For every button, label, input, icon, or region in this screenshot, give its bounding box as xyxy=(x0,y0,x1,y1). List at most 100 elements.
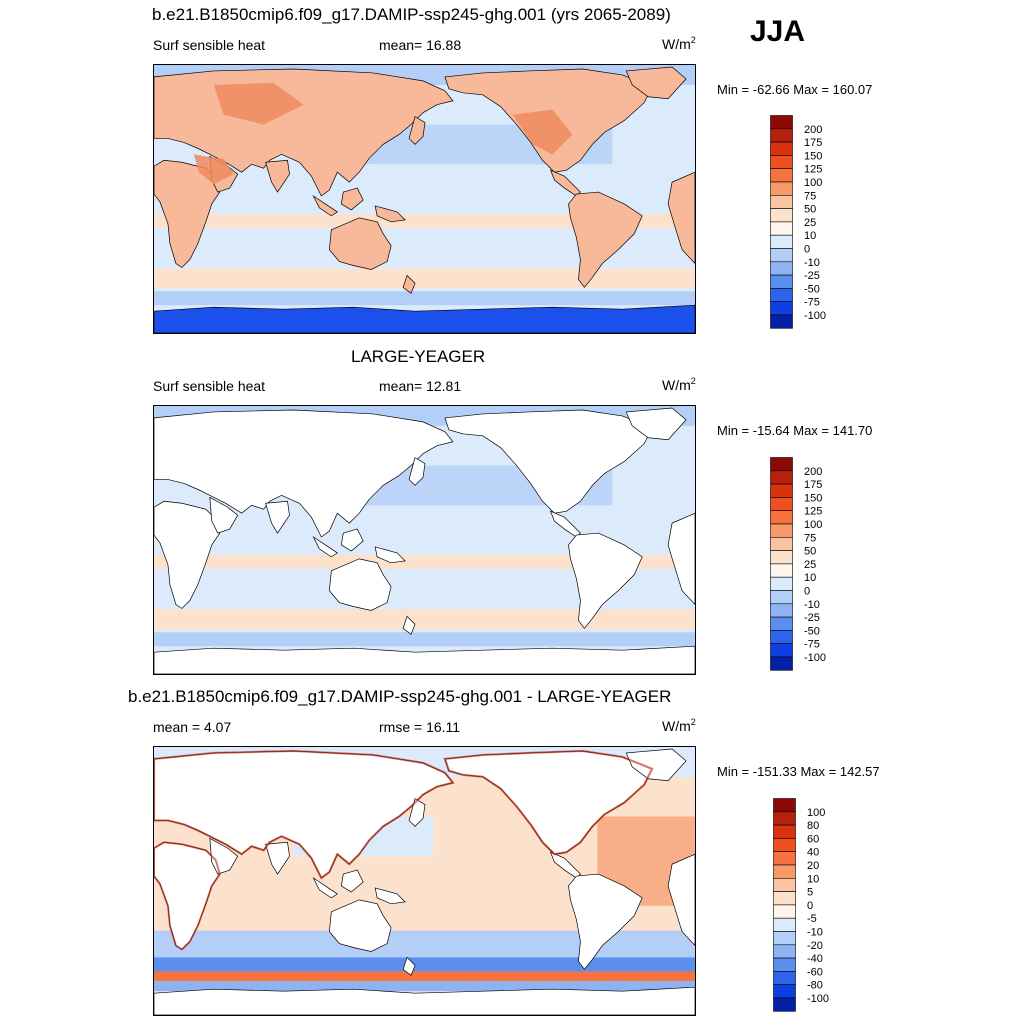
colorbar-tick-label: 100 xyxy=(804,519,822,531)
colorbar-swatch xyxy=(770,181,793,196)
colorbar-tick-label: 125 xyxy=(804,164,822,176)
coastal-anomaly-line xyxy=(154,841,221,951)
colorbar-tick-label: 150 xyxy=(804,492,822,504)
colorbar-swatch xyxy=(770,483,793,498)
southern-band xyxy=(154,213,695,228)
panel-1-colorbar: 200 175 150 125 100 75 50 25 10 0 -10 -25 -50 -75 -100 xyxy=(770,115,840,330)
land-newguinea xyxy=(374,205,406,223)
colorbar-tick-label: 60 xyxy=(807,833,819,845)
colorbar-swatch xyxy=(770,155,793,170)
colorbar-tick-label: 80 xyxy=(807,820,819,832)
colorbar-swatch xyxy=(773,931,796,946)
colorbar-tick-label: 75 xyxy=(804,190,816,202)
land-newguinea xyxy=(374,887,406,905)
colorbar-tick-label: -10 xyxy=(804,599,820,611)
land-eurasia xyxy=(154,409,454,538)
colorbar-tick-label: 125 xyxy=(804,506,822,518)
colorbar-swatch xyxy=(770,616,793,631)
colorbar-tick-label: -75 xyxy=(804,297,820,309)
land-australia xyxy=(328,217,392,270)
land-samerica xyxy=(568,532,643,629)
colorbar-swatch xyxy=(773,838,796,853)
panel-3-map xyxy=(153,746,696,1016)
colorbar-tick-label: -25 xyxy=(804,612,820,624)
colorbar-swatch xyxy=(773,997,796,1012)
southern-band xyxy=(154,632,695,647)
colorbar-swatch xyxy=(770,128,793,143)
colorbar-swatch xyxy=(770,656,793,671)
colorbar-tick-label: -75 xyxy=(804,639,820,651)
colorbar-tick-label: -50 xyxy=(804,283,820,295)
colorbar-tick-label: 200 xyxy=(804,124,822,136)
colorbar-swatch xyxy=(773,904,796,919)
land-arabia xyxy=(209,496,239,534)
colorbar-swatch xyxy=(770,248,793,263)
southern-ocean-band xyxy=(154,957,695,974)
hot-land-region xyxy=(213,82,304,125)
land-samerica xyxy=(568,191,643,288)
southern-band xyxy=(154,291,695,306)
land-greenland xyxy=(625,748,687,782)
colorbar-tick-label: 20 xyxy=(807,860,819,872)
colorbar-swatch xyxy=(773,957,796,972)
panel-2-colorbar: 200 175 150 125 100 75 50 25 10 0 -10 -25 -50 -75 -100 xyxy=(770,457,840,672)
land-borneo xyxy=(340,528,364,552)
land-greenland xyxy=(625,66,687,100)
land-antarctica xyxy=(154,304,695,333)
panel-2-minmax: Min = -15.64 Max = 141.70 xyxy=(717,423,873,438)
colorbar-swatch xyxy=(770,603,793,618)
colorbar-swatch xyxy=(770,274,793,289)
colorbar-swatch xyxy=(773,798,796,813)
colorbar-tick-label: 200 xyxy=(804,466,822,478)
land-borneo xyxy=(340,187,364,211)
colorbar-tick-label: -5 xyxy=(807,913,817,925)
colorbar-swatch xyxy=(770,168,793,183)
colorbar-tick-label: -80 xyxy=(807,980,823,992)
colorbar-tick-label: -10 xyxy=(804,257,820,269)
land-india xyxy=(265,841,290,875)
colorbar-swatch xyxy=(770,457,793,472)
colorbar-swatch xyxy=(770,523,793,538)
land-antarctica xyxy=(154,645,695,674)
panel-1-variable-label: Surf sensible heat xyxy=(153,37,266,53)
land-europe_east xyxy=(667,853,695,947)
colorbar-tick-label: 25 xyxy=(804,217,816,229)
panel-1-units: W/m2 xyxy=(662,35,696,52)
panel-1-mean-label: mean= 16.88 xyxy=(379,37,462,53)
colorbar-swatch xyxy=(773,944,796,959)
land-nz xyxy=(402,615,416,635)
land-japan xyxy=(408,457,426,486)
colorbar-swatch xyxy=(770,563,793,578)
colorbar-swatch xyxy=(770,234,793,249)
colorbar-tick-label: 50 xyxy=(804,204,816,216)
colorbar-swatch xyxy=(773,984,796,999)
land-nz xyxy=(402,274,416,294)
southern-ocean-band xyxy=(154,981,695,992)
land-sumatra xyxy=(312,877,338,899)
colorbar-tick-label: 5 xyxy=(807,887,813,899)
land-africa xyxy=(154,500,221,609)
panel-3-units: W/m2 xyxy=(662,717,696,734)
colorbar-swatch xyxy=(773,864,796,879)
land-japan xyxy=(408,116,426,145)
land-india xyxy=(265,500,290,534)
coastal-anomaly-line xyxy=(443,749,654,856)
colorbar-swatch xyxy=(770,497,793,512)
colorbar-tick-label: -40 xyxy=(807,953,823,965)
colorbar-swatch xyxy=(773,917,796,932)
colorbar-tick-label: 10 xyxy=(807,873,819,885)
land-india xyxy=(265,159,290,193)
colorbar-swatch xyxy=(773,971,796,985)
panel-2-units: W/m2 xyxy=(662,376,696,393)
colorbar-swatch xyxy=(773,811,796,826)
land-europe_east xyxy=(667,512,695,606)
colorbar-tick-label: -10 xyxy=(807,927,823,939)
panel-1-title: b.e21.B1850cmip6.f09_g17.DAMIP-ssp245-gh… xyxy=(152,5,671,24)
land-sumatra xyxy=(312,536,338,558)
colorbar-swatch xyxy=(770,590,793,605)
land-japan xyxy=(408,798,426,827)
colorbar-tick-label: 175 xyxy=(804,137,822,149)
colorbar-tick-label: 100 xyxy=(804,177,822,189)
colorbar-tick-label: 150 xyxy=(804,150,822,162)
colorbar-tick-label: -60 xyxy=(807,966,823,978)
